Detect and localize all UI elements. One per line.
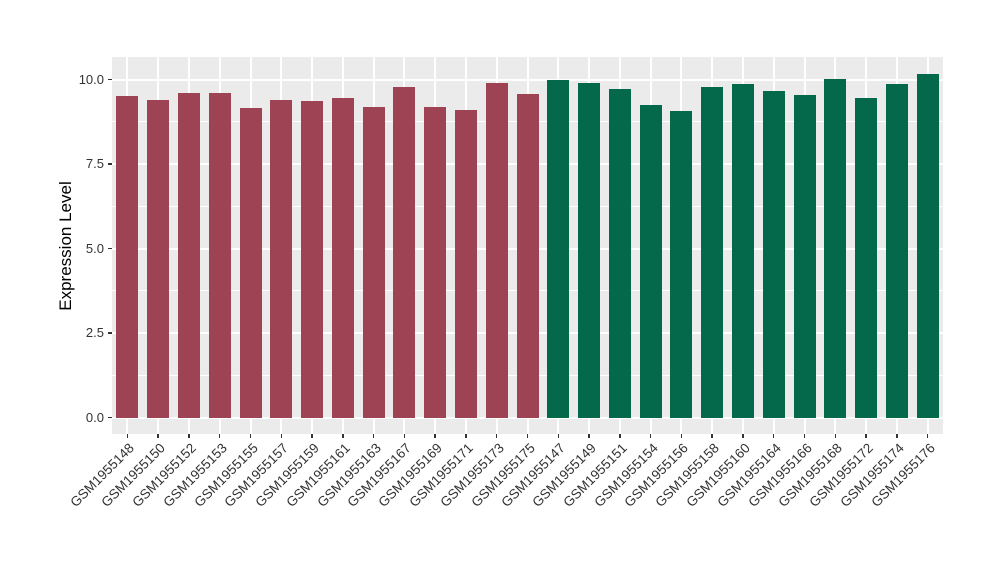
- x-tick-mark: [557, 434, 560, 438]
- x-tick-mark: [926, 434, 929, 438]
- x-tick-mark: [619, 434, 621, 438]
- bar-gsm1955153: [208, 92, 231, 418]
- bar-gsm1955171: [454, 109, 477, 418]
- y-tick-label: 2.5: [85, 325, 104, 341]
- x-tick-mark: [465, 434, 467, 438]
- x-tick-mark: [249, 434, 252, 438]
- x-tick-mark: [865, 434, 867, 438]
- bar-gsm1955161: [331, 97, 354, 418]
- x-tick-mark: [280, 434, 283, 438]
- plot-panel: [112, 57, 943, 434]
- y-tick-mark: [108, 247, 112, 250]
- bar-gsm1955166: [793, 94, 816, 418]
- bar-gsm1955157: [270, 100, 293, 418]
- bar-gsm1955150: [147, 99, 170, 418]
- x-tick-mark: [772, 434, 775, 438]
- bar-gsm1955156: [670, 110, 693, 418]
- x-tick-mark: [711, 434, 713, 438]
- bar-gsm1955163: [362, 106, 385, 418]
- y-tick-label: 7.5: [85, 156, 104, 172]
- bar-gsm1955175: [516, 93, 539, 418]
- bar-gsm1955173: [485, 83, 508, 418]
- bar-gsm1955169: [424, 106, 447, 418]
- x-tick-mark: [218, 434, 221, 438]
- y-tick-mark: [108, 416, 112, 419]
- x-tick-mark: [126, 434, 129, 438]
- x-tick-mark: [157, 434, 159, 438]
- y-tick-mark: [108, 163, 112, 165]
- y-tick-mark: [108, 78, 112, 81]
- bar-gsm1955152: [177, 92, 200, 418]
- x-tick-mark: [434, 434, 436, 438]
- x-tick-mark: [803, 434, 806, 438]
- x-tick-mark: [188, 434, 190, 438]
- y-tick-label: 5.0: [85, 240, 104, 256]
- x-tick-mark: [342, 434, 344, 438]
- bar-gsm1955147: [547, 80, 570, 418]
- bar-gsm1955176: [916, 74, 939, 418]
- bar-gsm1955151: [608, 88, 631, 418]
- bar-gsm1955155: [239, 107, 262, 418]
- bar-gsm1955160: [731, 83, 754, 418]
- x-tick-mark: [896, 434, 898, 438]
- bar-gsm1955174: [885, 84, 908, 418]
- x-tick-mark: [403, 434, 406, 438]
- bar-gsm1955167: [393, 86, 416, 418]
- bar-gsm1955154: [639, 104, 662, 418]
- y-tick-mark: [108, 332, 112, 334]
- bar-gsm1955164: [762, 91, 785, 418]
- x-tick-mark: [588, 434, 590, 438]
- x-tick-mark: [526, 434, 529, 438]
- x-tick-mark: [680, 434, 683, 438]
- y-tick-label: 0.0: [85, 409, 104, 425]
- x-tick-mark: [311, 434, 313, 438]
- y-tick-label: 10.0: [78, 71, 104, 87]
- x-tick-mark: [742, 434, 744, 438]
- x-tick-mark: [834, 434, 837, 438]
- bar-gsm1955168: [824, 79, 847, 418]
- bar-gsm1955159: [301, 100, 324, 418]
- bar-gsm1955149: [578, 83, 601, 418]
- x-tick-mark: [649, 434, 652, 438]
- bar-gsm1955148: [116, 95, 139, 418]
- x-tick-mark: [495, 434, 498, 438]
- x-tick-mark: [372, 434, 375, 438]
- bar-gsm1955172: [855, 97, 878, 418]
- bar-gsm1955158: [701, 86, 724, 418]
